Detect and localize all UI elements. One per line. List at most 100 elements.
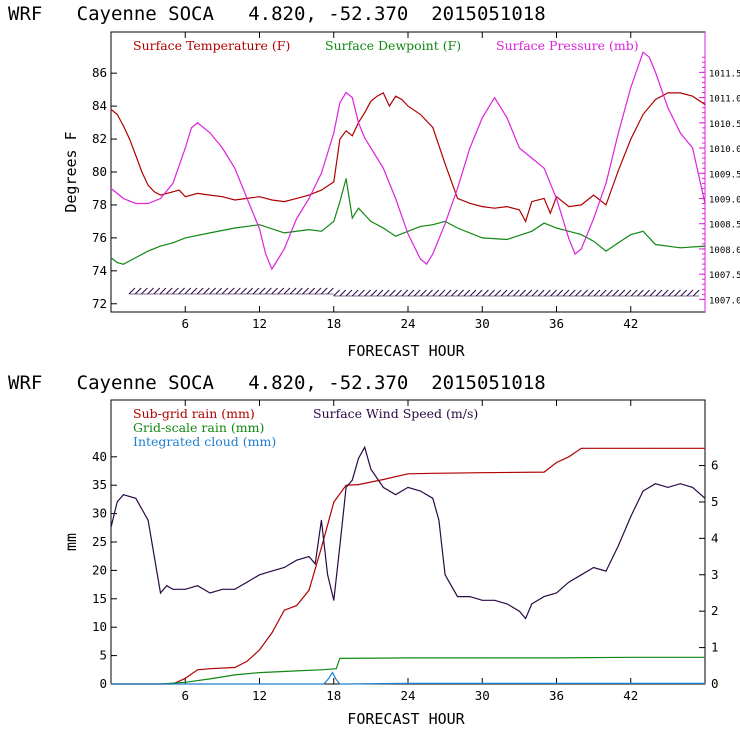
wind-barb [141, 287, 148, 295]
bottom-point-surface-wind-speed [339, 545, 341, 547]
wind-barb [661, 289, 669, 297]
wind-barb [277, 287, 285, 295]
bottom-point-grid-scale-rain [296, 670, 298, 672]
bottom-point-integrated-cloud [335, 679, 337, 680]
top-point-surface-temperature [401, 99, 403, 100]
top-point-surface-dewpoint [704, 245, 706, 247]
wind-barb [128, 287, 136, 295]
top-point-surface-temperature [388, 105, 390, 107]
bottom-y-tick-label: 0 [99, 676, 107, 691]
top-point-surface-temperature [525, 220, 527, 222]
wind-barb [581, 289, 588, 297]
wind-barb [252, 287, 260, 295]
top-point-surface-temperature [444, 163, 446, 165]
top-point-surface-temperature [704, 104, 706, 105]
top-point-surface-temperature [667, 92, 669, 94]
bottom-y-tick-label: 40 [92, 449, 107, 464]
bottom-y2-tick-label: 4 [711, 530, 719, 545]
wind-barb [519, 289, 526, 297]
bottom-x-tick-label: 12 [252, 688, 267, 703]
top-point-surface-pressure [506, 117, 508, 119]
bottom-point-surface-wind-speed [556, 592, 557, 594]
bottom-series-sub-grid-rain [111, 447, 705, 685]
bottom-point-integrated-cloud [345, 683, 347, 685]
top-point-surface-temperature [419, 113, 421, 115]
legend-gridscale-rain: Grid-scale rain (mm) [133, 420, 264, 435]
wind-barb [265, 287, 272, 295]
wind-barb [420, 289, 427, 297]
bottom-point-sub-grid-rain [358, 484, 359, 486]
top-point-surface-pressure [259, 228, 260, 230]
top-point-surface-temperature [494, 207, 496, 209]
wind-barb [283, 287, 291, 295]
wind-barb [413, 289, 421, 297]
wind-barb [575, 289, 582, 297]
top-point-surface-pressure [364, 137, 366, 139]
top-point-surface-temperature [481, 206, 483, 208]
top-series-surface-dewpoint [110, 178, 706, 265]
wind-barb [339, 289, 347, 297]
wind-barb [630, 289, 638, 297]
top-point-surface-temperature [370, 100, 372, 102]
legend-subgrid-rain: Sub-grid rain (mm) [133, 406, 255, 421]
top-point-surface-temperature [376, 95, 378, 97]
bottom-point-surface-wind-speed [494, 599, 496, 601]
wind-barb [308, 287, 316, 295]
bottom-point-surface-wind-speed [444, 574, 446, 576]
top-point-surface-temperature [580, 204, 582, 206]
bottom-point-sub-grid-rain [543, 471, 545, 473]
top-point-surface-dewpoint [630, 234, 632, 236]
bottom-point-surface-wind-speed [655, 483, 656, 485]
wind-barb [358, 289, 365, 297]
bottom-point-grid-scale-rain [704, 656, 706, 658]
top-point-surface-pressure [494, 97, 496, 99]
top-point-surface-temperature [506, 206, 508, 208]
top-point-surface-temperature [135, 155, 137, 156]
bottom-point-surface-wind-speed [166, 585, 168, 587]
bottom-point-surface-wind-speed [153, 556, 155, 558]
top-point-surface-dewpoint [382, 227, 384, 229]
bottom-point-integrated-cloud [283, 683, 285, 685]
top-point-surface-pressure [116, 192, 118, 194]
wind-barb [643, 289, 650, 297]
top-y2-tick-label: 1007.5 [709, 271, 740, 281]
bottom-point-surface-wind-speed [506, 603, 508, 605]
legend-dewpoint: Surface Dewpoint (F) [325, 38, 461, 53]
top-point-surface-pressure [234, 167, 236, 169]
bottom-point-sub-grid-rain [655, 447, 656, 449]
top-point-surface-pressure [320, 172, 322, 174]
wind-barb [612, 289, 619, 297]
bottom-y-tick-label: 35 [92, 477, 107, 492]
bottom-point-surface-wind-speed [308, 556, 310, 558]
wind-barb [674, 289, 681, 297]
bottom-point-surface-wind-speed [184, 588, 186, 590]
bottom-point-grid-scale-rain [209, 678, 211, 680]
top-y-tick-label: 82 [92, 131, 107, 146]
top-y-tick-label: 80 [92, 164, 107, 179]
top-point-surface-temperature [457, 197, 458, 199]
top-point-surface-pressure [648, 56, 650, 58]
wind-barb [246, 287, 254, 295]
wind-barb [469, 289, 477, 297]
top-point-surface-temperature [469, 202, 471, 204]
bottom-y-tick-label: 25 [92, 534, 107, 549]
bottom-point-surface-wind-speed [160, 592, 161, 594]
wind-barb [624, 289, 632, 297]
bottom-point-integrated-cloud [407, 682, 409, 684]
top-point-surface-temperature [320, 189, 322, 191]
bottom-point-integrated-cloud [704, 682, 706, 684]
top-y-axis-label: Degrees F [62, 131, 80, 212]
bottom-point-surface-wind-speed [314, 563, 316, 565]
top-point-surface-pressure [419, 258, 421, 260]
bottom-point-integrated-cloud [568, 682, 570, 684]
top-point-surface-pressure [543, 167, 545, 169]
wind-barb [165, 287, 173, 295]
top-point-surface-dewpoint [568, 230, 570, 232]
top-point-surface-pressure [271, 268, 273, 270]
wind-barb [389, 289, 396, 297]
bottom-y-tick-label: 20 [92, 562, 107, 577]
top-x-tick-label: 18 [326, 316, 341, 331]
top-y-tick-label: 84 [92, 98, 107, 113]
wind-barb [327, 287, 334, 295]
bottom-y-tick-label: 15 [92, 591, 107, 606]
